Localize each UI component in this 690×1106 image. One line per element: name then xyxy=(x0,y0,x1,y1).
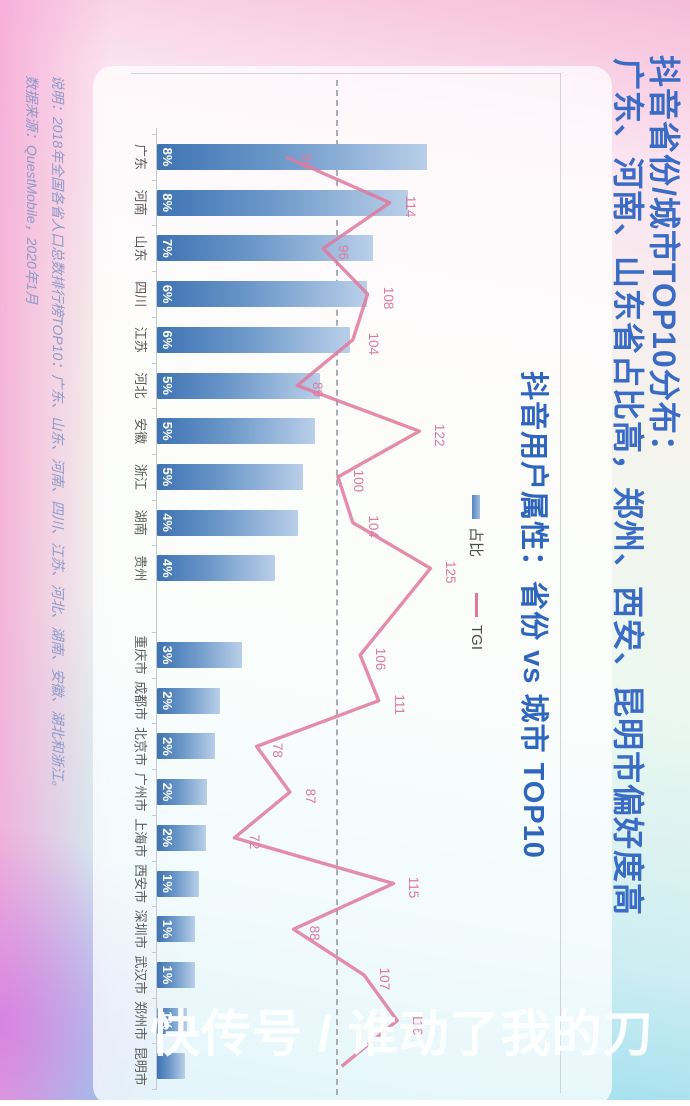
tgi-value-label: 89 xyxy=(310,381,326,398)
bar-percent-label: 2% xyxy=(160,828,175,848)
x-axis-baseline xyxy=(156,128,157,1090)
axis-tick xyxy=(152,951,157,953)
axis-tick xyxy=(152,860,157,862)
bar-percent-label: 4% xyxy=(160,558,175,578)
tgi-value-label: 106 xyxy=(373,647,389,671)
tgi-value-label: 104 xyxy=(365,515,381,538)
tgi-value-label: 72 xyxy=(247,834,263,850)
bar-percent-label: 5% xyxy=(160,421,175,441)
bar: 2% xyxy=(157,687,220,714)
bar: 4% xyxy=(157,555,275,582)
footnote-data-source: 数据来源：QuestMobile，2020年1月 xyxy=(24,75,40,305)
tgi-value-label: 114 xyxy=(402,195,418,218)
axis-tick xyxy=(152,362,157,364)
bar-percent-label: 4% xyxy=(160,513,175,532)
bar-percent-label: 5% xyxy=(160,376,175,395)
bar: 6% xyxy=(157,326,350,353)
tgi-value-label: 108 xyxy=(380,286,396,310)
bar-percent-label: 7% xyxy=(160,238,175,258)
tgi-value-label: 86 xyxy=(299,153,315,169)
tgi-value-label: 88 xyxy=(306,925,322,941)
bar: 5% xyxy=(157,418,315,445)
axis-tick xyxy=(152,723,157,725)
axis-tick xyxy=(152,906,157,908)
bar-percent-label: 6% xyxy=(160,330,175,350)
bar: 2% xyxy=(157,824,206,851)
bar: 1% xyxy=(157,916,195,943)
tgi-value-label: 122 xyxy=(432,423,448,447)
bar: 3% xyxy=(157,642,242,668)
bar: 8% xyxy=(157,189,408,216)
bar: 6% xyxy=(157,281,367,308)
axis-tick xyxy=(152,179,157,181)
bar: 2% xyxy=(157,779,207,806)
bar-percent-label: 1% xyxy=(160,919,175,939)
axis-tick xyxy=(152,769,157,771)
bar-percent-label: 3% xyxy=(160,645,175,665)
axis-tick xyxy=(152,316,157,318)
axis-tick xyxy=(152,408,157,410)
bar: 4% xyxy=(157,509,298,536)
axis-tick xyxy=(152,499,157,501)
bar: 2% xyxy=(157,733,215,760)
axis-tick xyxy=(152,677,157,679)
axis-tick xyxy=(152,225,157,227)
tgi-value-label: 96 xyxy=(336,244,352,260)
tgi-value-label: 125 xyxy=(443,561,459,584)
tgi-value-label: 78 xyxy=(269,742,285,758)
axis-tick xyxy=(152,1089,157,1091)
axis-tick xyxy=(152,632,157,633)
axis-tick xyxy=(152,453,157,455)
axis-tick xyxy=(152,271,157,273)
axis-tick xyxy=(152,134,157,135)
bar-percent-label: 5% xyxy=(160,467,175,487)
tgi-value-label: 115 xyxy=(406,876,422,899)
tgi-value-label: 111 xyxy=(391,694,407,715)
bar-percent-label: 8% xyxy=(160,147,175,167)
axis-tick xyxy=(152,814,157,816)
footnote-description: 说明：2018年全国各省人口总数排行榜TOP10：广东、山东、河南、四川、江苏、… xyxy=(50,75,66,795)
bar-percent-label: 2% xyxy=(160,736,175,756)
bar-percent-label: 1% xyxy=(160,874,175,893)
category-label: 贵州 xyxy=(133,555,148,582)
tgi-value-label: 100 xyxy=(351,469,366,493)
watermark-text: 快传号 / 谁动了我的刀 xyxy=(150,1006,654,1062)
axis-tick xyxy=(152,545,157,547)
bar: 5% xyxy=(157,463,303,490)
bar: 1% xyxy=(157,870,199,897)
bar: 8% xyxy=(157,144,427,170)
bar: 5% xyxy=(157,372,320,399)
bar-percent-label: 6% xyxy=(160,284,175,304)
bar: 1% xyxy=(157,961,195,988)
bar-percent-label: 2% xyxy=(160,691,175,711)
category-label: 昆明市 xyxy=(133,1046,148,1086)
tgi-value-label: 87 xyxy=(302,788,318,804)
tgi-value-label: 104 xyxy=(365,332,381,356)
bar-percent-label: 8% xyxy=(160,193,175,213)
bar-percent-label: 2% xyxy=(160,782,175,802)
bar-percent-label: 1% xyxy=(160,965,175,985)
